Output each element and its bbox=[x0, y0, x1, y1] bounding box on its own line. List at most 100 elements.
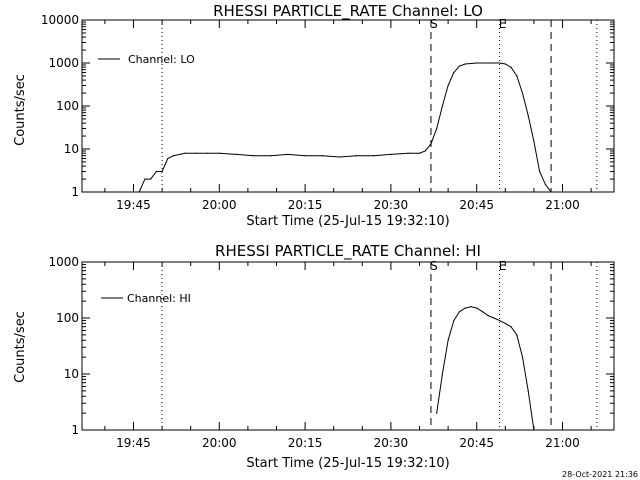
data-point bbox=[436, 127, 438, 130]
data-point bbox=[521, 92, 524, 94]
data-point bbox=[430, 143, 432, 145]
x-tick-label: 21:00 bbox=[545, 198, 580, 212]
data-point bbox=[253, 155, 255, 157]
y-tick-label: 1000 bbox=[48, 56, 79, 70]
plot-frame-lo bbox=[81, 19, 615, 193]
data-point bbox=[355, 155, 358, 157]
data-point bbox=[195, 152, 198, 154]
x-tick-label: 20:15 bbox=[288, 436, 323, 450]
data-point bbox=[150, 178, 152, 180]
data-point bbox=[516, 75, 518, 77]
data-point bbox=[447, 84, 449, 87]
data-point bbox=[498, 62, 501, 64]
data-point bbox=[458, 65, 461, 67]
data-point bbox=[533, 429, 535, 431]
data-point bbox=[127, 191, 129, 193]
data-point bbox=[115, 191, 117, 193]
data-point bbox=[441, 105, 443, 107]
data-point bbox=[104, 191, 106, 193]
data-point bbox=[458, 311, 461, 313]
marker-label: S bbox=[430, 17, 438, 31]
data-point bbox=[561, 191, 564, 193]
data-point bbox=[573, 191, 575, 193]
x-tick-label: 20:30 bbox=[374, 436, 409, 450]
data-point bbox=[527, 390, 529, 392]
data-point bbox=[373, 155, 375, 157]
panel-hi: RHESSI PARTICLE_RATE Channel: HI Counts/… bbox=[13, 242, 615, 471]
data-point bbox=[155, 170, 157, 173]
data-point bbox=[510, 66, 512, 68]
data-point bbox=[516, 334, 518, 336]
data-point bbox=[92, 191, 95, 193]
data-point bbox=[161, 170, 163, 173]
data-point bbox=[476, 307, 478, 309]
x-tick-label: 20:30 bbox=[374, 198, 409, 212]
data-point bbox=[132, 191, 135, 193]
data-point bbox=[287, 153, 289, 155]
x-tick-label: 20:15 bbox=[288, 198, 323, 212]
data-point bbox=[110, 191, 112, 193]
data-point bbox=[424, 150, 426, 152]
data-point bbox=[390, 153, 392, 155]
y-tick-label: 100 bbox=[56, 99, 79, 113]
data-point bbox=[487, 62, 489, 64]
data-point bbox=[321, 155, 323, 157]
data-point bbox=[556, 191, 558, 193]
y-tick-label: 1 bbox=[71, 423, 79, 437]
data-point bbox=[470, 305, 472, 308]
chart-title-hi: RHESSI PARTICLE_RATE Channel: HI bbox=[215, 242, 481, 261]
data-point bbox=[270, 155, 272, 157]
data-point bbox=[493, 317, 495, 319]
data-point bbox=[579, 191, 581, 193]
data-point bbox=[407, 152, 409, 154]
data-point bbox=[464, 63, 466, 65]
data-point bbox=[218, 152, 220, 154]
data-point bbox=[550, 191, 552, 193]
x-axis-label-lo: Start Time (25-Jul-15 19:32:10) bbox=[246, 214, 449, 229]
panel-lo: RHESSI PARTICLE_RATE Channel: LO Counts/… bbox=[13, 2, 615, 229]
series-line-lo bbox=[82, 62, 586, 193]
x-axis-label-hi: Start Time (25-Jul-15 19:32:10) bbox=[246, 456, 449, 471]
x-tick-label: 20:45 bbox=[459, 198, 494, 212]
y-axis-label-hi: Counts/sec bbox=[13, 311, 28, 383]
data-point bbox=[207, 152, 209, 154]
x-tick-label: 19:45 bbox=[116, 436, 151, 450]
data-point bbox=[304, 155, 306, 157]
data-point bbox=[87, 191, 89, 193]
x-tick-label: 21:00 bbox=[545, 436, 580, 450]
data-point bbox=[453, 319, 455, 322]
data-point bbox=[510, 326, 512, 328]
marker-label: E bbox=[499, 17, 507, 31]
legend-label-lo: Channel: LO bbox=[128, 53, 195, 66]
data-point bbox=[138, 191, 140, 193]
data-point bbox=[447, 339, 449, 341]
y-axis-label-lo: Counts/sec bbox=[13, 74, 28, 146]
marker-label: E bbox=[499, 259, 507, 273]
data-point bbox=[184, 152, 186, 154]
x-tick-label: 20:45 bbox=[459, 436, 494, 450]
data-point bbox=[81, 191, 83, 193]
data-point bbox=[144, 178, 146, 180]
data-point bbox=[487, 315, 489, 317]
y-tick-label: 10000 bbox=[41, 13, 79, 27]
series-line-hi bbox=[436, 306, 535, 431]
y-tick-label: 1 bbox=[71, 185, 79, 199]
data-point bbox=[98, 191, 100, 193]
data-point bbox=[567, 191, 569, 193]
data-point bbox=[436, 412, 438, 414]
data-point bbox=[544, 183, 546, 186]
data-point bbox=[418, 152, 421, 154]
data-point bbox=[441, 373, 443, 375]
legend-label-hi: Channel: HI bbox=[127, 292, 191, 305]
data-point bbox=[504, 322, 506, 325]
timestamp-label: 28-Oct-2021 21:36 bbox=[562, 470, 638, 479]
data-point bbox=[584, 191, 586, 193]
data-point bbox=[464, 307, 466, 309]
y-tick-label: 10 bbox=[64, 142, 79, 156]
y-tick-label: 1000 bbox=[48, 255, 79, 269]
marker-label: S bbox=[430, 259, 438, 273]
x-tick-label: 20:00 bbox=[202, 198, 237, 212]
data-point bbox=[172, 155, 175, 157]
data-point bbox=[539, 170, 541, 173]
y-tick-label: 10 bbox=[64, 367, 79, 381]
